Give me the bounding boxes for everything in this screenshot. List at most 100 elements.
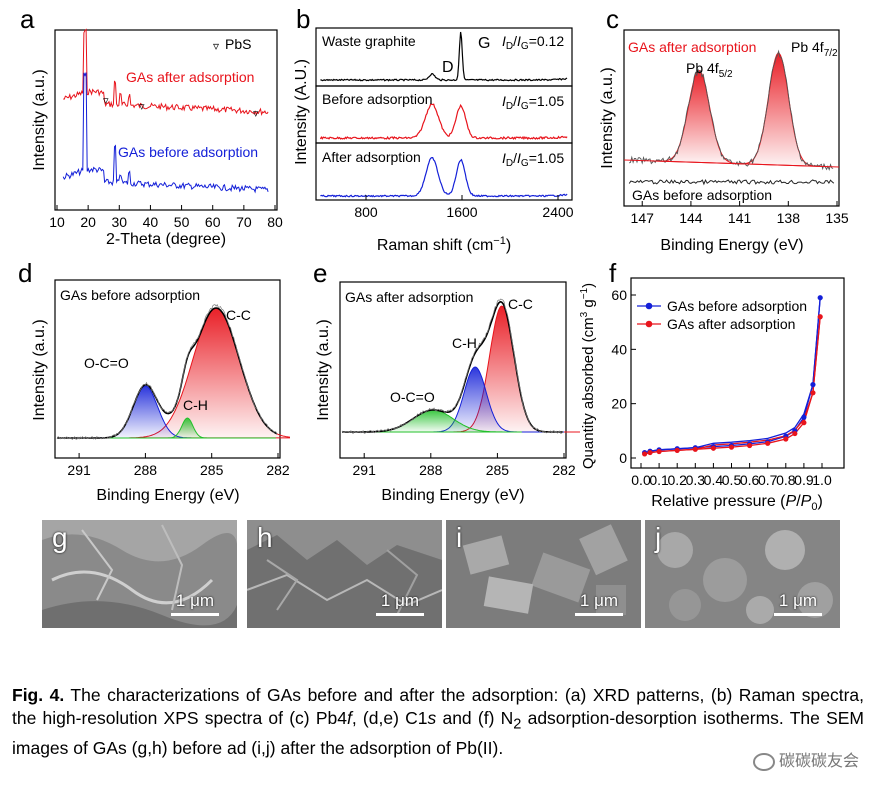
panel-d-title: GAs before adsorption bbox=[60, 287, 200, 303]
panel-d-chart: GAs before adsorption C-C O-C=O C-H 291 2… bbox=[31, 279, 290, 504]
panel-f-x-tick-label-9: 0.9 bbox=[794, 472, 814, 488]
sem-letter-j: j bbox=[655, 522, 662, 553]
panel-e-xlabel: Binding Energy (eV) bbox=[381, 487, 524, 504]
sem-scalebar-i: 1 μm bbox=[575, 591, 623, 616]
panel-f-ylabel: Quantity absorbed (cm3 g−1) bbox=[579, 283, 597, 469]
panel-c-x-tick-label-4: 135 bbox=[825, 210, 849, 226]
panel-e-chart: GAs after adsorption C-C C-H O-C=O 291 28… bbox=[315, 281, 580, 504]
panel-f-point-after-5 bbox=[710, 445, 716, 451]
sem-scale-label-h: 1 μm bbox=[380, 591, 420, 610]
panel-e-xticks: 291 288 285 282 bbox=[353, 453, 576, 478]
panel-c-x-tick-label-1: 144 bbox=[679, 210, 703, 226]
panel-c-raw-after bbox=[628, 49, 834, 172]
panel-a-chart: ▿ PbS ▿ ▿ ▿ GAs after adsorption GAs bef… bbox=[31, 28, 283, 248]
panel-c-frame bbox=[623, 29, 840, 207]
panel-e-envelope bbox=[342, 300, 563, 433]
panel-f-x-tick-label-10: 1.0 bbox=[812, 472, 832, 488]
panel-f-x-tick-label-2: 0.2 bbox=[667, 472, 687, 488]
sem-scale-label-i: 1 μm bbox=[579, 591, 619, 610]
sem-image-i: i 1 μm bbox=[446, 520, 641, 628]
panel-f-letter: f bbox=[609, 258, 617, 288]
panel-f-legend-before: GAs before adsorption bbox=[667, 298, 807, 314]
panel-a-series-after bbox=[63, 28, 269, 117]
panel-c-x-tick-label-3: 138 bbox=[777, 210, 801, 226]
caption-sub2: 2 bbox=[513, 716, 522, 733]
caption-italic-s: s bbox=[427, 708, 437, 728]
panel-f-x-tick-label-6: 0.6 bbox=[740, 472, 760, 488]
panel-f-x-tick-label-4: 0.4 bbox=[704, 472, 724, 488]
figure-caption: Fig. 4. The characterizations of GAs bef… bbox=[12, 684, 864, 760]
sem-texture-i bbox=[446, 520, 641, 628]
panel-b-peak-g: G bbox=[478, 35, 490, 52]
panel-a-marker-1: ▿ bbox=[103, 95, 109, 107]
panel-f-point-after-10 bbox=[792, 430, 798, 437]
panel-f-point-after-9 bbox=[783, 436, 789, 442]
panel-f-point-before-12 bbox=[810, 382, 816, 388]
watermark-text: 碳碳碳友会 bbox=[778, 751, 859, 770]
panel-d-peak-ch bbox=[100, 417, 276, 439]
panel-a-marker-3: ▿ bbox=[253, 108, 259, 120]
caption-part1: The characterizations of GAs before and … bbox=[12, 685, 864, 728]
panel-e-label-ch: C-H bbox=[452, 335, 477, 351]
panel-f-x-tick-label-7: 0.7 bbox=[758, 472, 778, 488]
panel-a-xlabel: 2-Theta (degree) bbox=[106, 231, 226, 248]
panel-a-letter: a bbox=[20, 4, 35, 34]
panel-c-peak-fill-2 bbox=[731, 52, 828, 168]
panel-b-ratio1: ID/IG=0.12 bbox=[502, 33, 564, 52]
panel-b-chart: Waste graphite Before adsorption After a… bbox=[293, 27, 574, 254]
panel-f-xlabel: Relative pressure (P/P0) bbox=[651, 493, 823, 510]
panel-d-frame bbox=[54, 279, 281, 459]
panel-a-x-tick-label-4: 50 bbox=[174, 214, 190, 230]
panel-c-peak-fill-1 bbox=[651, 70, 748, 165]
panel-a-x-tick-label-1: 20 bbox=[80, 214, 96, 230]
panel-e-title: GAs after adsorption bbox=[345, 289, 473, 305]
panel-c-xlabel: Binding Energy (eV) bbox=[660, 237, 803, 254]
panel-f-point-after-0 bbox=[642, 451, 648, 457]
panel-f-y-tick-label-0: 0 bbox=[619, 450, 627, 466]
panel-c-peak2-label: Pb 4f7/2 bbox=[791, 39, 838, 59]
panel-d-label-cc: C-C bbox=[226, 307, 251, 323]
caption-part2: , (d,e) C1 bbox=[351, 708, 428, 728]
sem-scalebar-h: 1 μm bbox=[376, 591, 424, 616]
sem-image-g: g 1 μm bbox=[42, 520, 237, 628]
panel-f-markers bbox=[642, 295, 823, 457]
panel-a-x-tick-label-0: 10 bbox=[49, 214, 65, 230]
panel-e-x-tick-label-2: 285 bbox=[486, 462, 510, 478]
panel-e-raw bbox=[341, 298, 564, 435]
caption-label: Fig. 4. bbox=[12, 685, 65, 705]
sem-texture-h bbox=[247, 520, 442, 628]
panel-f-point-after-1 bbox=[647, 449, 653, 456]
panel-d-x-tick-label-0: 291 bbox=[67, 462, 91, 478]
panel-f-x-tick-label-3: 0.3 bbox=[686, 472, 706, 488]
sem-scale-label-j: 1 μm bbox=[778, 591, 818, 610]
panel-f-point-after-6 bbox=[728, 444, 735, 450]
panel-b-row2-label: Before adsorption bbox=[322, 91, 433, 107]
panel-e-x-tick-label-1: 288 bbox=[419, 462, 443, 478]
sem-scale-label-g: 1 μm bbox=[175, 591, 215, 610]
panel-f-point-after-7 bbox=[747, 442, 753, 449]
panel-f-legend-dot-before bbox=[645, 302, 653, 310]
panel-f-point-after-3 bbox=[674, 447, 680, 453]
sem-letter-i: i bbox=[456, 522, 463, 553]
panel-d-label-oco: O-C=O bbox=[84, 355, 129, 371]
panel-d-xticks: 291 288 285 282 bbox=[67, 453, 290, 478]
panel-c-xticks: 147 144 141 138 135 bbox=[631, 201, 849, 226]
panel-a-series-before bbox=[62, 72, 269, 194]
panel-c-label-after: GAs after adsorption bbox=[628, 39, 756, 55]
panel-f-chart: 0 20 40 60 0.00.10.20.30.40.50.60.70.80.91.… bbox=[579, 277, 845, 510]
panel-a-x-tick-label-2: 30 bbox=[111, 214, 127, 230]
panel-c-peak1-label: Pb 4f5/2 bbox=[686, 60, 733, 80]
panel-a-frame bbox=[54, 29, 278, 211]
panel-f-x-tick-label-5: 0.5 bbox=[722, 472, 742, 488]
panel-d-ylabel: Intensity (a.u.) bbox=[31, 319, 48, 420]
panel-c-chart: GAs after adsorption GAs before adsorpti… bbox=[599, 29, 849, 254]
panel-c-x-tick-label-0: 147 bbox=[631, 210, 655, 226]
panel-f-frame bbox=[630, 277, 845, 469]
panel-a-x-tick-label-5: 60 bbox=[205, 214, 221, 230]
panel-a-pbs-marker: ▿ bbox=[213, 39, 219, 53]
panel-b-xlabel: Raman shift (cm−1) bbox=[377, 235, 511, 254]
sem-image-j: j 1 μm bbox=[645, 520, 840, 628]
panel-d-letter: d bbox=[18, 258, 33, 288]
panel-d-raw bbox=[56, 304, 278, 440]
panel-f-x-tick-label-8: 0.8 bbox=[776, 472, 796, 488]
